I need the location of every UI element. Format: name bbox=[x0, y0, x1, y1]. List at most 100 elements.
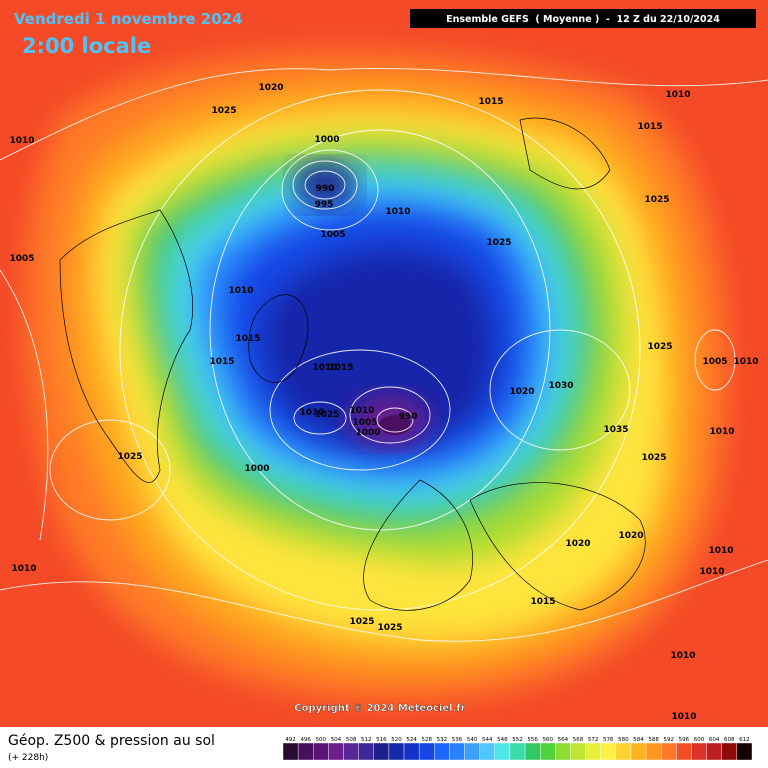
run-info: Ensemble GEFS ( Moyenne ) - 12 Z du 22/1… bbox=[446, 14, 720, 25]
colorbar-swatch bbox=[600, 742, 617, 761]
isobar-label: 1025 bbox=[349, 617, 374, 627]
colorbar-swatch bbox=[358, 742, 374, 761]
isobar-label: 1010 bbox=[349, 406, 374, 416]
isobar-label: 1000 bbox=[314, 135, 339, 145]
colorbar-label: 532 bbox=[437, 737, 448, 743]
colorbar-label: 556 bbox=[527, 737, 538, 743]
colorbar-swatch bbox=[736, 742, 753, 761]
colorbar-label: 584 bbox=[633, 737, 644, 743]
isobar-label: 1010 bbox=[228, 286, 253, 296]
isobar-label: 1025 bbox=[641, 453, 666, 463]
colorbar-swatch bbox=[615, 742, 632, 761]
isobar-label: 1010 bbox=[299, 408, 324, 418]
isobar-label: 1025 bbox=[117, 452, 142, 462]
isobar-label: 1020 bbox=[618, 531, 643, 541]
colorbar-label: 536 bbox=[452, 737, 463, 743]
isobar-label: 1015 bbox=[235, 334, 260, 344]
colorbar-swatch bbox=[418, 742, 435, 761]
colorbar-swatch bbox=[328, 742, 344, 761]
colorbar-label: 504 bbox=[331, 737, 342, 743]
colorbar-label: 508 bbox=[346, 737, 357, 743]
isobar-label: 1015 bbox=[209, 357, 234, 367]
isobar-label: 1015 bbox=[530, 597, 555, 607]
isobar-label: 1025 bbox=[647, 342, 672, 352]
isobar-label: 1010 bbox=[312, 363, 337, 373]
isobar-label: 1010 bbox=[671, 712, 696, 722]
isobar-label: 1010 bbox=[665, 90, 690, 100]
isobar-label: 990 bbox=[399, 412, 418, 422]
colorbar-swatch bbox=[313, 742, 329, 761]
isobar-label: 1010 bbox=[670, 651, 695, 661]
colorbar-label: 520 bbox=[391, 737, 402, 743]
colorbar-swatch bbox=[494, 742, 511, 761]
isobar-label: 1005 bbox=[320, 230, 345, 240]
colorbar-swatch bbox=[282, 742, 299, 761]
colorbar-label: 552 bbox=[512, 737, 523, 743]
colorbar-swatch bbox=[434, 742, 450, 761]
isobar-label: 1025 bbox=[377, 623, 402, 633]
colorbar-swatch bbox=[676, 742, 692, 761]
isobar-label: 1030 bbox=[548, 381, 573, 391]
isobar-label: 1010 bbox=[733, 357, 758, 367]
colorbar-swatch bbox=[585, 742, 601, 761]
isobar-label: 990 bbox=[316, 184, 335, 194]
colorbar-swatch bbox=[645, 742, 662, 761]
colorbar-swatch bbox=[524, 742, 541, 761]
field: 1020102510101015101010151000990995101010… bbox=[0, 0, 768, 727]
isobar-label: 1000 bbox=[244, 464, 269, 474]
colorbar-swatch bbox=[343, 742, 359, 761]
colorbar-swatch bbox=[555, 742, 571, 761]
isobar-label: 995 bbox=[315, 200, 334, 210]
isobar-label: 1025 bbox=[644, 195, 669, 205]
colorbar-swatch bbox=[509, 742, 526, 761]
colorbar-label: 596 bbox=[679, 737, 690, 743]
isobar-label: 1010 bbox=[708, 546, 733, 556]
colorbar-swatch bbox=[297, 742, 314, 761]
isobar-label: 1015 bbox=[637, 122, 662, 132]
isobar-label: 1010 bbox=[11, 564, 36, 574]
colorbar-swatch bbox=[373, 742, 390, 761]
isobar-label: 1020 bbox=[509, 387, 534, 397]
colorbar-swatch bbox=[388, 742, 405, 761]
colorbar-label: 608 bbox=[724, 737, 735, 743]
colorbar-label: 612 bbox=[739, 737, 750, 743]
colorbar-label: 600 bbox=[694, 737, 705, 743]
isobar-label: 1010 bbox=[699, 567, 724, 577]
colorbar-swatch bbox=[691, 742, 707, 761]
isobar-labels: 1020102510101015101010151000990995101010… bbox=[9, 83, 758, 722]
colorbar-label: 544 bbox=[482, 737, 493, 743]
colorbar-label: 568 bbox=[573, 737, 584, 743]
colorbar-swatch bbox=[539, 742, 556, 761]
colorbar-swatch bbox=[449, 742, 465, 761]
coastlines bbox=[59, 117, 646, 611]
colorbar-label: 592 bbox=[664, 737, 675, 743]
isobar-label: 1025 bbox=[314, 410, 339, 420]
colorbar-swatch bbox=[464, 742, 480, 761]
colorbar-label: 564 bbox=[558, 737, 569, 743]
isobar-label: 1025 bbox=[211, 106, 236, 116]
colorbar-label: 604 bbox=[709, 737, 720, 743]
date: Vendredi 1 novembre 2024 bbox=[14, 10, 243, 28]
footer-title: Géop. Z500 & pression au sol bbox=[8, 733, 215, 749]
isobar-label: 1015 bbox=[478, 97, 503, 107]
colorbar-label: 516 bbox=[376, 737, 387, 743]
colorbar-swatch bbox=[721, 742, 738, 761]
footer-lead: (+ 228h) bbox=[8, 753, 48, 763]
colorbar-label: 588 bbox=[648, 737, 659, 743]
colorbar: 492 496 500 504 508 512 516 520 524 528 532 536 540 5… bbox=[282, 737, 753, 761]
colorbar-label: 528 bbox=[421, 737, 432, 743]
colorbar-label: 540 bbox=[467, 737, 478, 743]
isobar-label: 1035 bbox=[603, 425, 628, 435]
colorbar-swatch bbox=[570, 742, 586, 761]
isobar-label: 1005 bbox=[352, 418, 377, 428]
isobar-label: 1010 bbox=[709, 427, 734, 437]
run-box bbox=[410, 9, 756, 28]
colorbar-label: 560 bbox=[543, 737, 554, 743]
colorbar-label: 572 bbox=[588, 737, 599, 743]
isobar-label: 1025 bbox=[486, 238, 511, 248]
local-time: 2:00 locale bbox=[22, 34, 151, 58]
isobar-label: 1015 bbox=[328, 363, 353, 373]
colorbar-label: 580 bbox=[618, 737, 629, 743]
